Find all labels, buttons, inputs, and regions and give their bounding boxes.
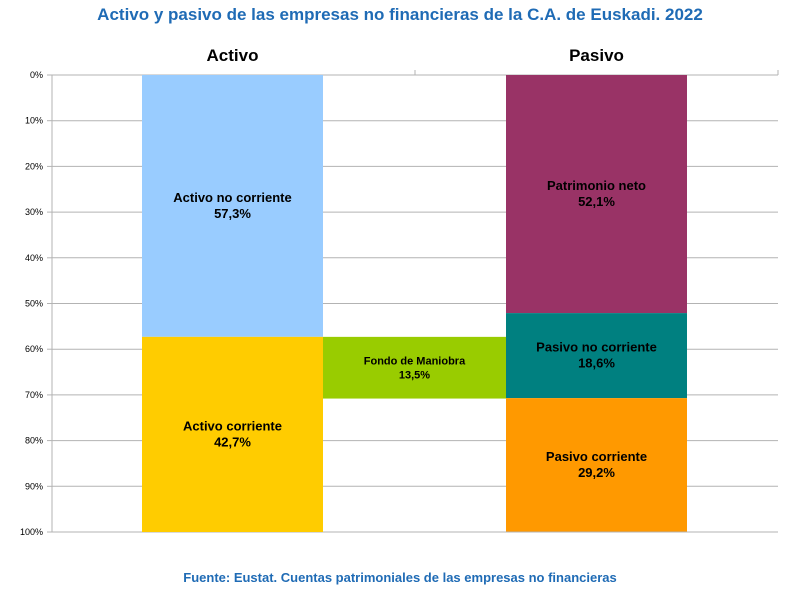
y-tick-label: 40% [25,253,43,263]
y-tick-label: 20% [25,161,43,171]
y-tick-label: 0% [30,70,43,80]
segment-value-label: 42,7% [214,434,251,449]
y-tick-label: 100% [20,527,43,537]
segment-name-label: Patrimonio neto [547,178,646,193]
bar-segment-patrimonio-neto [506,75,687,314]
column-header-pasivo: Pasivo [569,46,624,65]
y-tick-label: 90% [25,481,43,491]
y-tick-label: 80% [25,436,43,446]
segment-value-label: 57,3% [214,206,251,221]
segment-name-label: Activo no corriente [173,190,291,205]
y-tick-label: 70% [25,390,43,400]
y-tick-label: 50% [25,299,43,309]
bar-segment-activo-no-corriente [142,75,323,337]
chart-source: Fuente: Eustat. Cuentas patrimoniales de… [183,570,616,585]
segment-value-label: 18,6% [578,356,615,371]
bar-segment-pasivo-no-corriente [506,313,687,399]
segment-name-label: Activo corriente [183,418,282,433]
segment-value-label: 29,2% [578,465,615,480]
segment-name-label: Pasivo corriente [546,449,647,464]
y-tick-label: 10% [25,116,43,126]
column-headers: Activo Pasivo [207,46,624,65]
bar-segments [142,75,687,532]
bar-segment-fondo-maniobra [323,336,506,399]
segment-value-label: 13,5% [399,370,430,382]
segment-name-label: Fondo de Maniobra [364,356,466,368]
y-axis-ticks: 0% 10% 20% 30% 40% 50% 60% 70% 80% 90% 100% [20,70,43,537]
bar-segment-activo-corriente [142,336,323,532]
y-tick-label: 60% [25,344,43,354]
chart-title: Activo y pasivo de las empresas no finan… [97,5,703,24]
segment-name-label: Pasivo no corriente [536,340,657,355]
bar-segment-pasivo-corriente [506,398,687,532]
segment-value-label: 52,1% [578,194,615,209]
column-header-activo: Activo [207,46,259,65]
y-tick-label: 30% [25,207,43,217]
